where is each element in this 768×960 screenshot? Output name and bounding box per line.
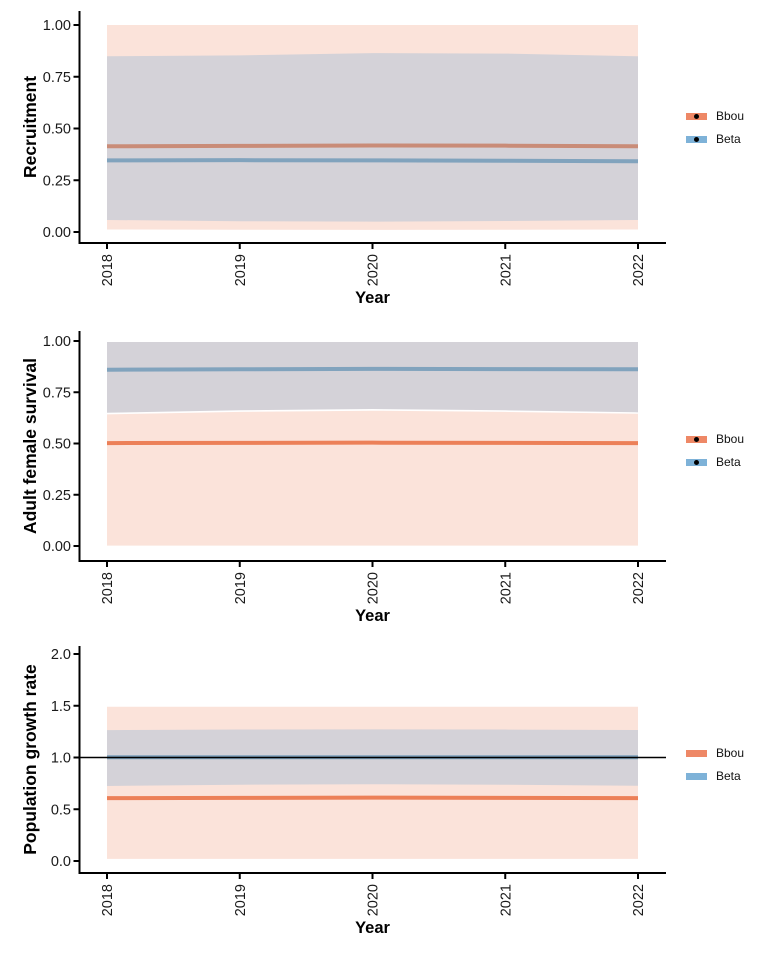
y-tick-label: 0.25 xyxy=(43,488,71,504)
y-axis-title: Recruitment xyxy=(20,76,40,178)
y-tick-label: 0.5 xyxy=(51,802,71,818)
x-tick-label: 2018 xyxy=(100,254,116,286)
x-tick-label: 2019 xyxy=(233,884,249,916)
y-tick-label: 0.0 xyxy=(51,854,71,870)
adult-female-survival-plot: 0.00 0.25 0.50 0.75 1.00 2018 2019 2020 2021 2022… xyxy=(20,331,666,625)
legend-point-icon xyxy=(694,459,699,465)
legend-item-beta: Beta xyxy=(686,769,744,783)
beta-confidence-ribbon xyxy=(107,342,638,413)
legend-label: Bbou xyxy=(716,432,745,446)
x-tick-label: 2020 xyxy=(366,572,382,604)
y-axis-title: Population growth rate xyxy=(20,664,40,855)
legend-label: Bbou xyxy=(716,109,745,123)
legend-label: Beta xyxy=(716,455,741,469)
beta-legend-key-swatch xyxy=(686,135,707,143)
x-tick-label: 2020 xyxy=(366,884,382,916)
bbou-legend-key-swatch xyxy=(686,749,707,757)
beta-confidence-ribbon xyxy=(107,53,638,222)
beta-legend-key-swatch xyxy=(686,772,707,780)
legend-label: Bbou xyxy=(716,746,745,760)
bbou-legend-key-swatch xyxy=(686,435,707,443)
bbou-mean-line xyxy=(106,143,639,149)
adult-female-survival-chart: 0.00 0.25 0.50 0.75 1.00 2018 2019 2020 2021 2022… xyxy=(0,320,768,640)
y-tick-label: 1.00 xyxy=(43,18,71,34)
recruitment-legend: Bbou Beta xyxy=(686,109,744,146)
legend-point-icon xyxy=(694,136,699,142)
population-growth-rate-plot: 0.0 0.5 1.0 1.5 2.0 2018 2019 2020 2021 2022 Popul… xyxy=(20,646,666,937)
recruitment-plot: 0.00 0.25 0.50 0.75 1.00 2018 2019 2020 2021 2022… xyxy=(20,11,666,307)
y-tick-label: 0.75 xyxy=(43,385,71,401)
legend-item-bbou: Bbou xyxy=(686,109,744,123)
y-tick-label: 1.5 xyxy=(51,699,71,715)
legend-item-bbou: Bbou xyxy=(686,432,744,446)
beta-mean-line xyxy=(106,366,639,372)
y-tick-label: 2.0 xyxy=(51,647,71,663)
legend-item-beta: Beta xyxy=(686,455,744,469)
x-axis-title: Year xyxy=(355,607,390,625)
x-tick-label: 2021 xyxy=(498,254,514,286)
beta-legend-key-swatch xyxy=(686,458,707,466)
x-axis-title: Year xyxy=(355,289,390,307)
legend-point-icon xyxy=(694,436,699,442)
legend-label: Beta xyxy=(716,769,741,783)
x-tick-label: 2020 xyxy=(366,254,382,286)
y-tick-label: 0.00 xyxy=(43,225,71,241)
y-tick-label: 0.00 xyxy=(43,539,71,555)
x-tick-label: 2018 xyxy=(100,884,116,916)
y-tick-label: 0.50 xyxy=(43,122,71,138)
y-tick-label: 1.00 xyxy=(43,334,71,350)
population-growth-rate-legend: Bbou Beta xyxy=(686,746,744,783)
x-tick-label: 2019 xyxy=(233,572,249,604)
bbou-mean-line xyxy=(106,795,639,801)
x-tick-label: 2018 xyxy=(100,572,116,604)
beta-mean-line xyxy=(106,158,639,164)
recruitment-chart: 0.00 0.25 0.50 0.75 1.00 2018 2019 2020 2021 2022… xyxy=(0,0,768,320)
x-tick-label: 2022 xyxy=(631,254,647,286)
x-tick-label: 2021 xyxy=(498,572,514,604)
y-tick-label: 0.25 xyxy=(43,173,71,189)
x-tick-label: 2019 xyxy=(233,254,249,286)
x-axis-title: Year xyxy=(355,919,390,937)
bbou-confidence-ribbon xyxy=(107,410,638,546)
legend-label: Beta xyxy=(716,132,741,146)
x-tick-label: 2021 xyxy=(498,884,514,916)
legend-item-bbou: Bbou xyxy=(686,746,744,760)
bbou-legend-key-swatch xyxy=(686,112,707,120)
legend-point-icon xyxy=(694,113,699,119)
x-tick-label: 2022 xyxy=(631,572,647,604)
population-growth-rate-chart: 0.0 0.5 1.0 1.5 2.0 2018 2019 2020 2021 2022 Popul… xyxy=(0,640,768,960)
x-tick-label: 2022 xyxy=(631,884,647,916)
legend-item-beta: Beta xyxy=(686,132,744,146)
y-tick-label: 0.50 xyxy=(43,437,71,453)
y-tick-label: 0.75 xyxy=(43,70,71,86)
adult-female-survival-legend: Bbou Beta xyxy=(686,432,744,469)
y-tick-label: 1.0 xyxy=(51,751,71,767)
y-axis-title: Adult female survival xyxy=(20,358,40,534)
